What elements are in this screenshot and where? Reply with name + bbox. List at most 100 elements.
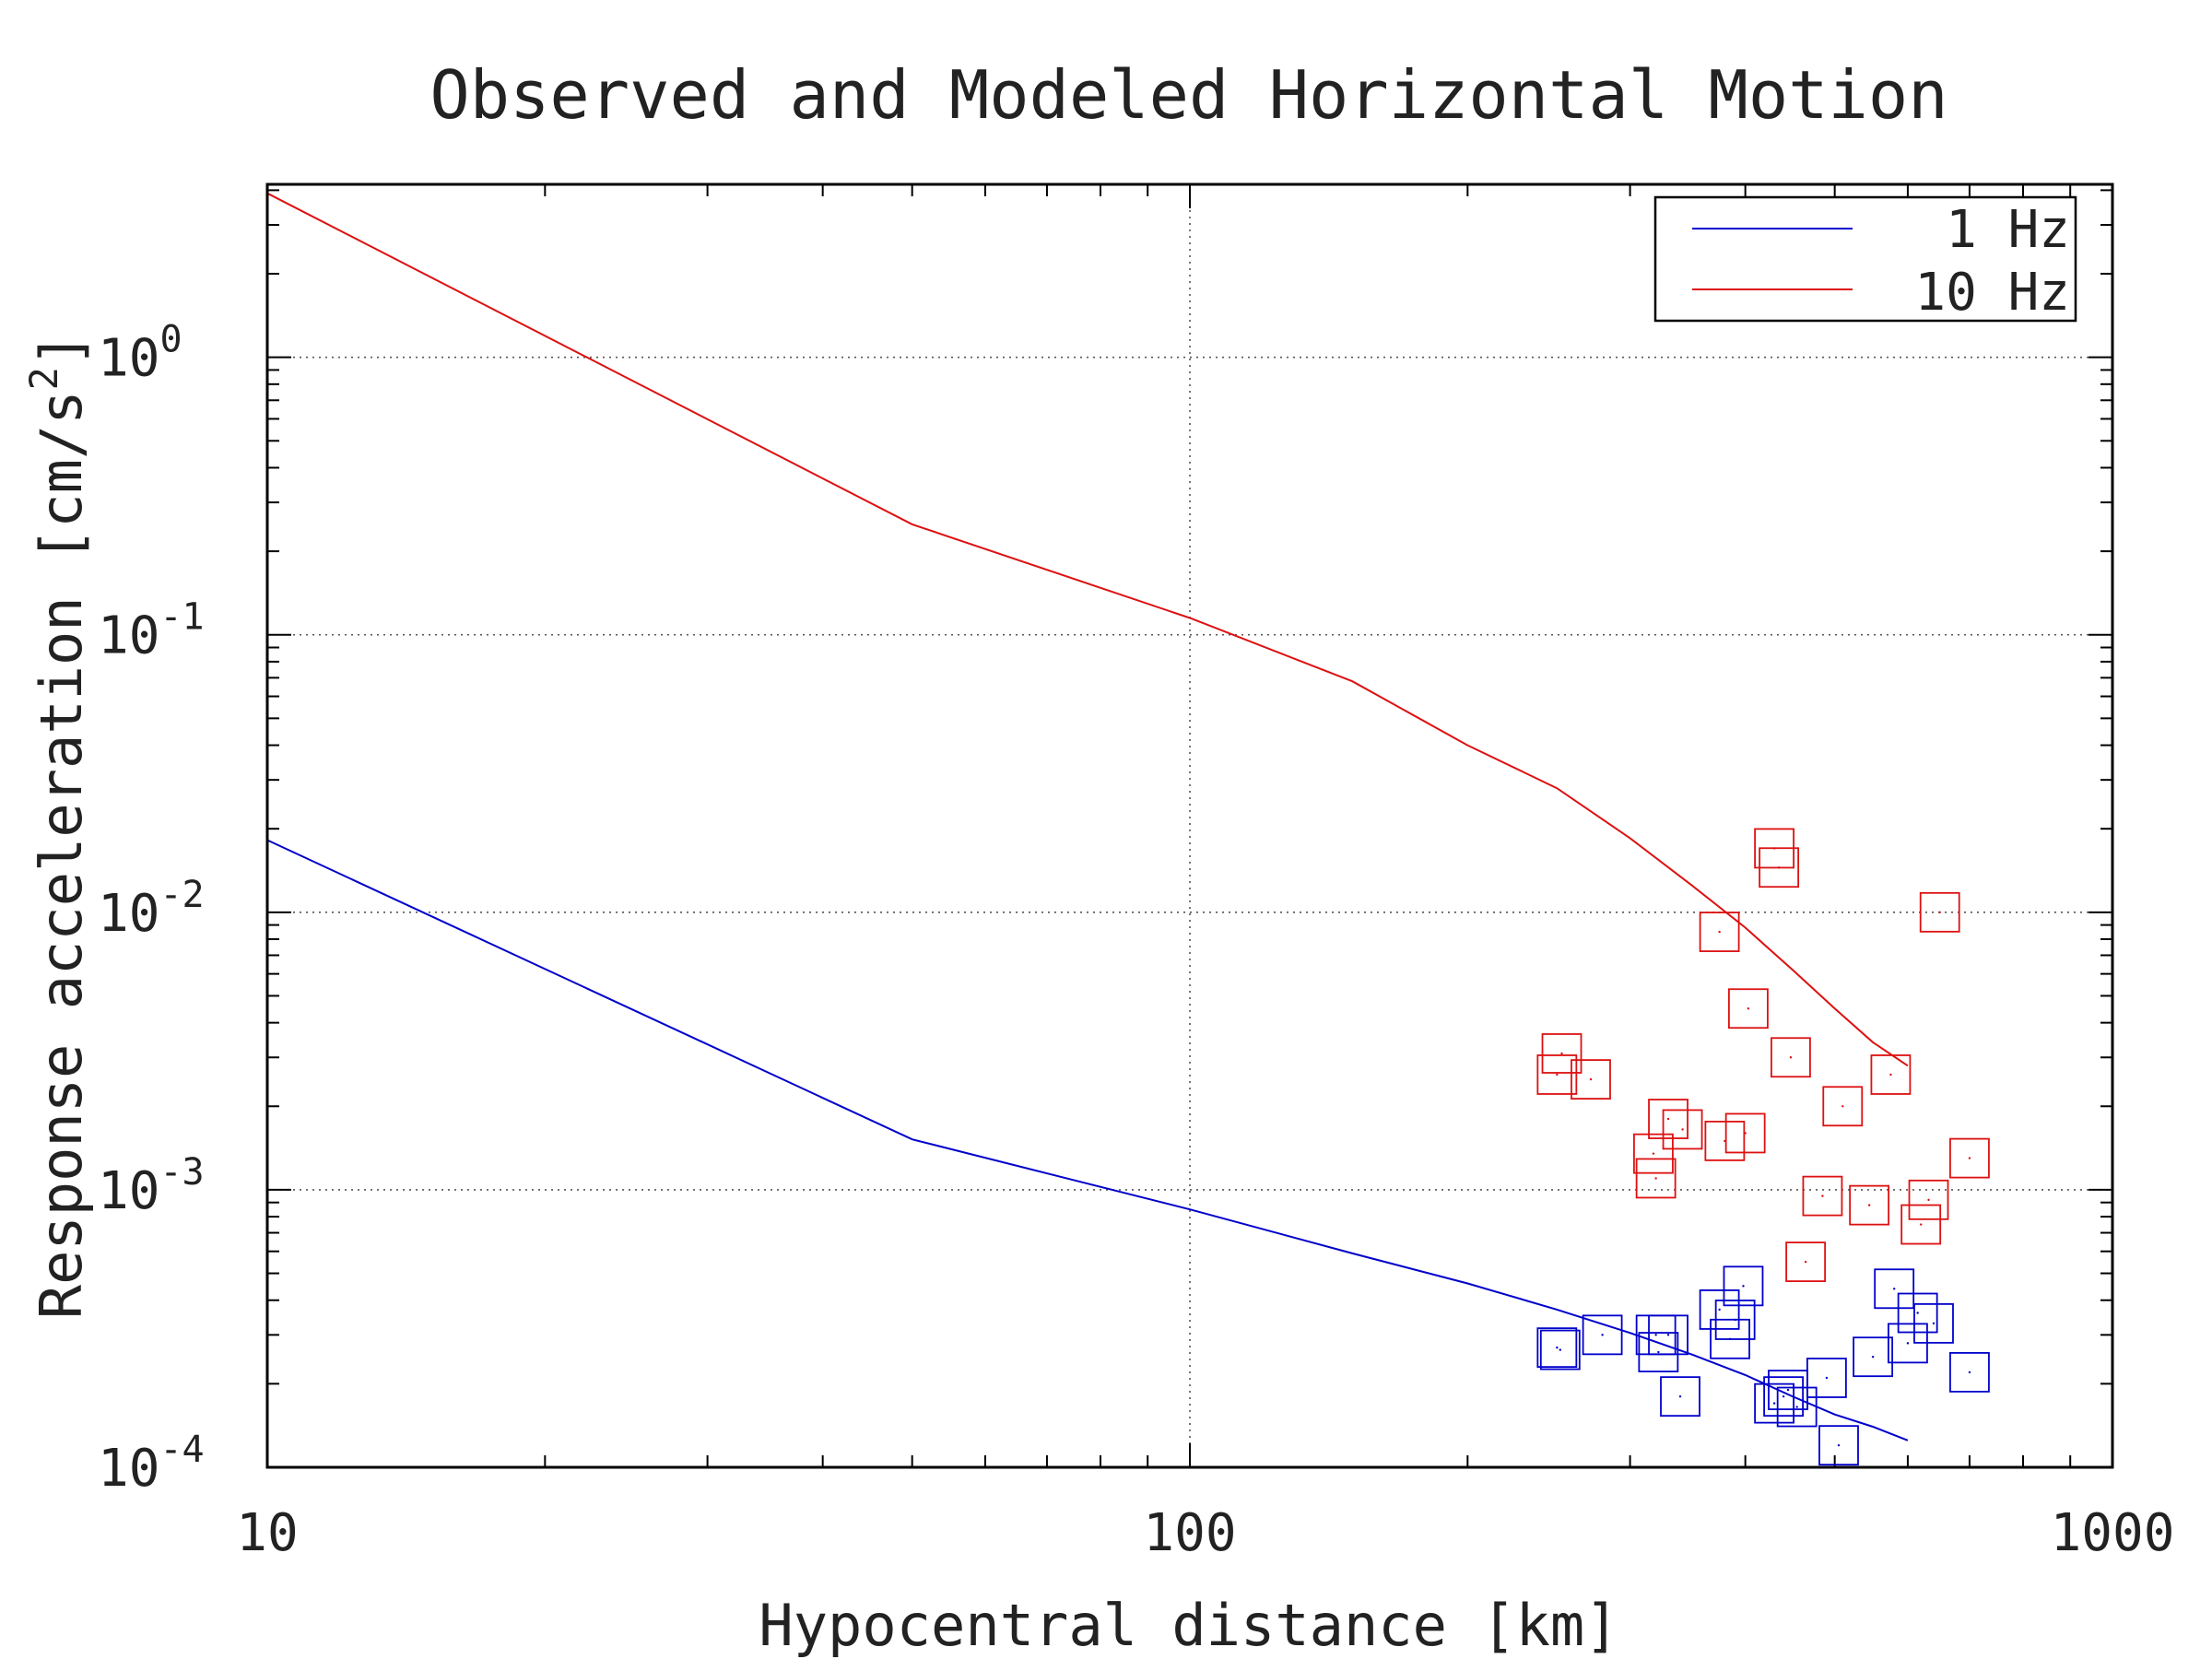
plot-frame: [265, 182, 2114, 1469]
observation-center-dot-1hz: [1871, 1355, 1875, 1359]
observation-center-dot-1hz: [1782, 1394, 1785, 1398]
observation-marker-10hz: [1822, 1086, 1864, 1127]
observation-center-dot-1hz: [1678, 1394, 1682, 1398]
observation-marker-10hz: [1771, 1037, 1811, 1078]
y-tick-label-exponent: -4: [159, 1429, 204, 1471]
legend-label-10hz: 10 Hz: [1914, 263, 2070, 323]
observation-center-dot-10hz: [1867, 1204, 1871, 1206]
x-tick-label: 1000: [2051, 1503, 2175, 1563]
observation-center-dot-1hz: [1718, 1308, 1721, 1312]
observation-marker-1hz: [1582, 1314, 1623, 1356]
x-tick-labels: 10 100 1000: [236, 1503, 2174, 1563]
observation-marker-10hz: [1648, 1099, 1688, 1139]
observation-marker-10hz: [1633, 1133, 1674, 1174]
observation-marker-10hz: [1704, 1120, 1746, 1161]
observation-marker-10hz: [1662, 1109, 1703, 1150]
observation-marker-1hz: [1776, 1386, 1818, 1428]
legend-label-1hz: 1 Hz: [1946, 200, 2070, 260]
observation-center-dot-1hz: [1742, 1285, 1745, 1288]
observation-center-dot-1hz: [1795, 1406, 1798, 1408]
observation-center-dot-1hz: [1657, 1350, 1660, 1354]
observation-marker-10hz: [1728, 988, 1769, 1030]
observation-marker-1hz: [1536, 1327, 1578, 1369]
y-axis-label-text: Response acceleration [cm/s: [28, 390, 95, 1319]
observation-center-dot-10hz: [1789, 1056, 1793, 1059]
observation-marker-1hz: [1660, 1376, 1700, 1418]
y-tick-label: 10-3: [98, 1151, 205, 1221]
observation-marker-10hz: [1571, 1059, 1611, 1100]
observation-marker-10hz: [1870, 1054, 1912, 1095]
observation-center-dot-10hz: [1652, 1152, 1655, 1155]
y-tick-label-base: 10: [98, 606, 159, 666]
observation-marker-1hz: [1818, 1425, 1859, 1466]
observation-center-dot-10hz: [1666, 1117, 1670, 1121]
y-axis-label: Response acceleration [cm/s2]: [21, 333, 95, 1319]
observation-marker-10hz: [1849, 1184, 1890, 1226]
observation-marker-1hz: [1699, 1289, 1740, 1330]
model-line-10hz: [266, 192, 1909, 1067]
grid-lines: [267, 184, 2112, 1468]
x-axis-label: Hypocentral distance [km]: [759, 1592, 1618, 1659]
model-lines: [266, 192, 1909, 1441]
observation-center-dot-10hz: [1889, 1073, 1892, 1077]
observation-marker-1hz: [1754, 1382, 1795, 1424]
observation-marker-1hz: [1897, 1292, 1938, 1334]
observation-center-dot-1hz: [1892, 1288, 1896, 1290]
observation-center-dot-10hz: [1919, 1223, 1923, 1226]
observation-center-dot-10hz: [1654, 1177, 1657, 1180]
observation-center-dot-1hz: [1786, 1388, 1790, 1392]
y-tick-label-exponent: 0: [159, 319, 182, 361]
observation-marker-10hz: [1759, 847, 1800, 888]
y-tick-label: 10-1: [98, 596, 205, 666]
observation-center-dot-1hz: [1559, 1348, 1562, 1351]
observation-center-dot-1hz: [1666, 1334, 1670, 1336]
observation-center-dot-10hz: [1841, 1105, 1844, 1108]
observation-center-dot-10hz: [1556, 1073, 1559, 1077]
observation-center-dot-1hz: [1601, 1334, 1604, 1336]
observation-center-dot-1hz: [1654, 1334, 1657, 1336]
observation-center-dot-10hz: [1718, 930, 1721, 934]
observation-center-dot-10hz: [1927, 1198, 1930, 1202]
observation-marker-10hz: [1699, 912, 1740, 952]
observation-marker-10hz: [1785, 1241, 1827, 1282]
observation-marker-1hz: [1913, 1302, 1954, 1344]
observation-marker-1hz: [1648, 1314, 1688, 1356]
observation-center-dot-10hz: [1681, 1128, 1684, 1131]
observation-marker-1hz: [1714, 1300, 1756, 1340]
observation-center-dot-10hz: [1777, 866, 1781, 869]
y-tick-label-exponent: -2: [159, 874, 204, 916]
observation-center-dot-1hz: [1932, 1322, 1936, 1325]
observation-center-dot-1hz: [1906, 1342, 1910, 1345]
observation-marker-1hz: [1723, 1265, 1764, 1307]
observation-center-dot-10hz: [1744, 1132, 1747, 1135]
y-tick-label-base: 10: [98, 329, 159, 389]
y-tick-label-base: 10: [98, 1439, 159, 1499]
observation-marker-1hz: [1949, 1352, 1990, 1393]
chart-title: Observed and Modeled Horizontal Motion: [429, 56, 1947, 134]
observation-marker-10hz: [1541, 1033, 1583, 1074]
legend-box: [1653, 195, 2077, 323]
observation-marker-10hz: [1919, 891, 1960, 933]
y-tick-label: 10-2: [98, 874, 205, 944]
observation-center-dot-10hz: [1938, 911, 1941, 914]
y-tick-label-base: 10: [98, 884, 159, 944]
x-tick-label: 10: [236, 1503, 298, 1563]
observation-marker-1hz: [1539, 1329, 1581, 1371]
y-axis-label-superscript: 2: [21, 367, 66, 390]
observation-center-dot-10hz: [1589, 1077, 1593, 1081]
y-tick-label-exponent: -3: [159, 1151, 204, 1194]
y-tick-label-exponent: -1: [159, 596, 204, 639]
observation-center-dot-1hz: [1772, 1402, 1776, 1405]
observation-marker-10hz: [1635, 1158, 1677, 1199]
observation-marker-10hz: [1724, 1112, 1766, 1154]
observation-center-dot-1hz: [1734, 1318, 1736, 1322]
y-tick-label-base: 10: [98, 1161, 159, 1221]
observation-marker-1hz: [1806, 1358, 1847, 1398]
observation-marker-10hz: [1536, 1054, 1578, 1095]
model-line-1hz: [266, 839, 1909, 1441]
observation-center-dot-10hz: [1560, 1052, 1563, 1055]
y-tick-label: 100: [98, 319, 182, 389]
observation-center-dot-1hz: [1916, 1312, 1919, 1314]
